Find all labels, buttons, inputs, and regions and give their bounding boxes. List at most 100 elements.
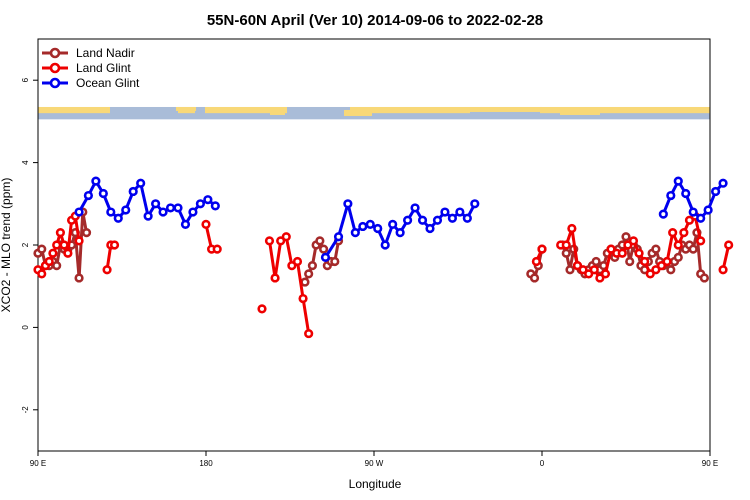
ocean-glint-point (425, 223, 435, 234)
land-glint-point (109, 240, 120, 250)
ocean-glint-point (417, 215, 428, 225)
ocean-glint-point (210, 201, 220, 211)
ocean-glint-point (106, 207, 116, 217)
land-glint-line (268, 235, 311, 334)
map-strip-land-detail-8 (612, 107, 700, 113)
land-nadir-point (315, 236, 325, 246)
ocean-glint-point (333, 232, 344, 242)
ocean-glint-point (143, 211, 153, 221)
ocean-glint-point (395, 228, 405, 238)
ocean-glint-point (113, 213, 123, 223)
ocean-glint-point (681, 188, 691, 199)
land-glint-point (617, 248, 627, 258)
ocean-glint-point (195, 199, 205, 209)
land-glint-point (52, 240, 62, 250)
ocean-glint-point (470, 199, 480, 209)
land-glint-point (201, 219, 211, 229)
map-strip-land-detail-6 (470, 106, 542, 112)
land-glint-point (640, 256, 650, 267)
land-nadir-point (37, 244, 47, 254)
map-strip-land-detail-4 (344, 109, 372, 116)
map-strip-land-detail-0 (40, 108, 104, 113)
y-tick-label: 6 (21, 77, 30, 82)
series-land-glint (33, 211, 734, 339)
legend-label: Ocean Glint (76, 76, 140, 90)
land-nadir-point (52, 261, 62, 271)
land-glint-point (287, 261, 297, 271)
x-tick-label: 180 (199, 459, 213, 468)
land-glint-point (572, 261, 583, 271)
land-glint-point (257, 304, 267, 314)
land-glint-point (212, 244, 222, 254)
map-strip-land-detail-5 (398, 108, 468, 113)
chart-title: 55N-60N April (Ver 10) 2014-09-06 to 202… (207, 12, 543, 29)
land-glint-point (634, 248, 644, 258)
land-glint-point (645, 269, 655, 279)
land-nadir-point (625, 256, 635, 267)
land-nadir-point (688, 244, 698, 254)
ocean-glint-point (380, 240, 390, 250)
ocean-glint-point (83, 190, 93, 201)
ocean-glint-point (358, 221, 368, 232)
land-glint-point (684, 215, 695, 225)
land-glint-point (44, 256, 54, 267)
land-nadir-point (651, 244, 661, 254)
legend-label: Land Glint (76, 61, 131, 75)
legend-marker (49, 77, 61, 89)
land-nadir-point (565, 265, 575, 275)
ocean-glint-point (462, 213, 472, 223)
ocean-glint-point (343, 199, 353, 209)
y-axis-label: XCO2 - MLO trend (ppm) (0, 178, 13, 313)
land-glint-point (679, 228, 689, 238)
ocean-glint-point (91, 176, 101, 186)
legend-label: Land Nadir (76, 46, 135, 60)
land-nadir-point (307, 261, 318, 271)
ocean-glint-point (455, 207, 465, 217)
y-tick-label: -2 (21, 406, 30, 414)
ocean-glint-point (666, 190, 676, 201)
land-glint-point (37, 269, 47, 279)
land-nadir-point (300, 277, 310, 287)
ocean-glint-point (432, 215, 443, 225)
ocean-glint-point (128, 186, 138, 197)
land-glint-point (600, 269, 611, 279)
land-nadir-point (591, 256, 601, 267)
land-nadir-point (74, 273, 84, 283)
land-glint-point (718, 265, 728, 275)
land-glint-point (651, 265, 661, 275)
land-glint-point (537, 244, 547, 254)
ocean-glint-point (98, 188, 108, 199)
land-nadir-point (81, 228, 92, 238)
land-glint-point (578, 265, 588, 275)
land-glint-point (531, 256, 542, 267)
ocean-glint-point (388, 219, 398, 229)
land-glint-point (276, 236, 286, 246)
land-glint-point (298, 293, 308, 304)
land-glint-point (724, 240, 734, 250)
map-strip-land-detail-7 (560, 109, 600, 115)
x-axis: 90 E 180 90 W 0 90 E (30, 451, 718, 468)
land-glint-point (55, 228, 66, 238)
land-glint-point (270, 273, 280, 283)
land-glint-point (561, 240, 571, 250)
land-glint-point (48, 248, 58, 258)
map-strip-land-detail-2 (214, 107, 276, 112)
land-glint-point (673, 240, 683, 250)
land-glint-point (595, 273, 605, 283)
land-glint-point (623, 240, 633, 250)
series-layer (33, 176, 734, 339)
land-glint-point (63, 248, 73, 258)
ocean-glint-point (180, 219, 191, 229)
land-glint-point (696, 236, 706, 246)
land-nadir-point (561, 248, 571, 258)
ocean-glint-point (350, 228, 360, 238)
land-glint-point (668, 228, 678, 238)
map-strip-land-detail-3 (270, 110, 285, 115)
ocean-glint-point (121, 205, 131, 215)
land-nadir-point (330, 256, 340, 267)
ocean-glint-point (151, 199, 161, 209)
legend-marker (49, 62, 61, 74)
land-glint-point (292, 256, 303, 267)
land-glint-point (606, 244, 616, 254)
